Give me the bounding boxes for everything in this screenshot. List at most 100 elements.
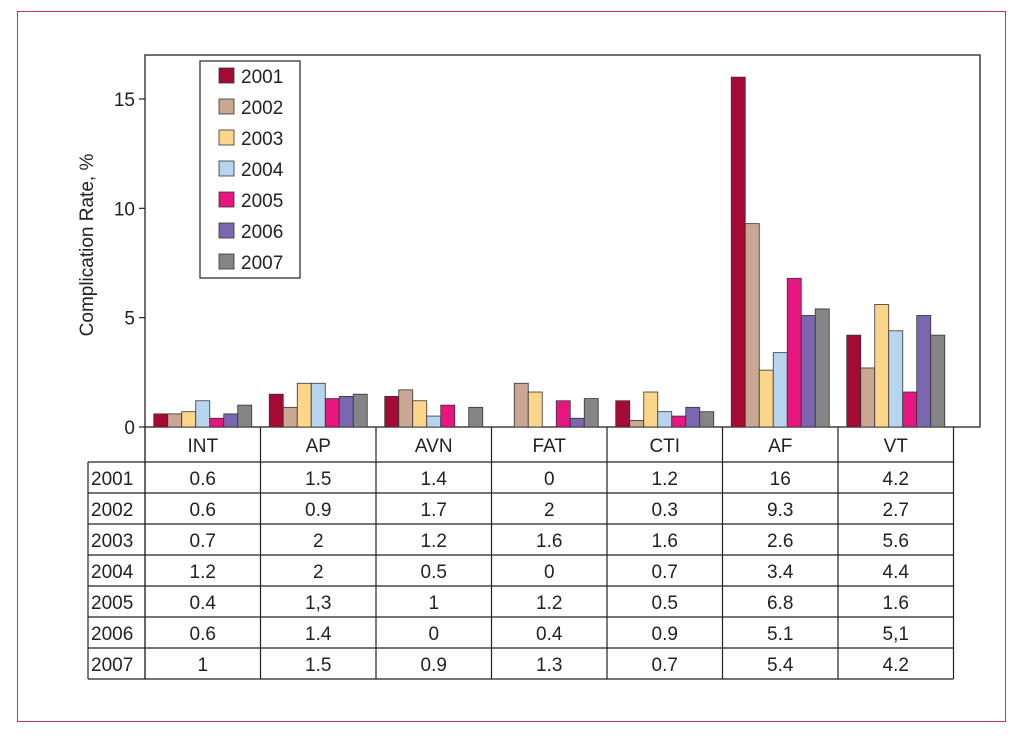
row-label-2002: 2002: [91, 500, 133, 521]
table-cell: 0.9: [421, 655, 447, 676]
bar-2007-FAT: [583, 398, 599, 428]
table-cell: 0: [544, 469, 555, 490]
row-label-2007: 2007: [91, 655, 133, 676]
bar-2007-INT: [237, 404, 253, 428]
bar-2006-CTI: [685, 406, 701, 428]
row-label-2001: 2001: [91, 469, 133, 490]
legend-swatch-2006: [218, 222, 235, 239]
table-cell: 0.4: [190, 593, 217, 614]
legend-label-2002: 2002: [241, 98, 283, 119]
category-label-VT: VT: [884, 436, 909, 457]
bar-2001-AF: [730, 76, 746, 428]
table-cell: 5.1: [767, 624, 793, 645]
table-cell: 6.8: [767, 593, 793, 614]
table-cell: 5.6: [883, 531, 909, 552]
bar-2006-VT: [916, 315, 932, 428]
legend-box: [199, 60, 301, 279]
table-cell: 1.2: [536, 593, 562, 614]
bar-2006-AP: [338, 395, 354, 428]
legend-label-2005: 2005: [241, 191, 283, 212]
bar-2002-CTI: [629, 420, 645, 428]
legend-label-2003: 2003: [241, 129, 283, 150]
y-tick-label: 5: [124, 309, 135, 330]
table-cell: 5,1: [883, 624, 909, 645]
legend-label-2007: 2007: [241, 253, 283, 274]
table-cell: 0.4: [536, 624, 563, 645]
table-cell: 1.5: [305, 655, 331, 676]
bar-2007-AP: [352, 393, 368, 428]
table-cell: 2: [313, 562, 324, 583]
bar-2001-CTI: [615, 400, 631, 428]
bar-2007-AVN: [468, 406, 484, 428]
figure-frame: [17, 11, 1006, 722]
bar-2005-INT: [209, 417, 225, 428]
bar-2005-VT: [902, 391, 918, 428]
bar-2006-AF: [800, 315, 816, 428]
table-cell: 1.4: [305, 624, 332, 645]
table-cell: 0.5: [421, 562, 447, 583]
table-cell: 16: [770, 469, 791, 490]
row-label-2004: 2004: [91, 562, 134, 583]
table-cell: 1.2: [421, 531, 447, 552]
table-cell: 2: [313, 531, 324, 552]
table-cell: 0.3: [652, 500, 678, 521]
table-cell: 0.9: [305, 500, 331, 521]
bar-2006-INT: [223, 413, 239, 428]
legend-swatch-2001: [218, 67, 235, 84]
table-cell: 1.6: [883, 593, 909, 614]
bar-2001-INT: [153, 413, 169, 428]
table-cell: 0: [544, 562, 555, 583]
bar-2007-AF: [814, 308, 830, 428]
y-tick-label: 0: [124, 418, 135, 439]
bar-2003-INT: [181, 411, 197, 428]
bar-2002-AP: [282, 406, 298, 428]
table-cell: 0.9: [652, 624, 678, 645]
bar-2004-CTI: [657, 411, 673, 428]
bar-2004-AF: [772, 352, 788, 428]
table-cell: 0.7: [652, 655, 678, 676]
bar-2005-CTI: [671, 415, 687, 428]
bar-2007-CTI: [699, 411, 715, 428]
bar-2003-AF: [758, 369, 774, 428]
table-cell: 1.5: [305, 469, 331, 490]
table-cell: 1.4: [421, 469, 448, 490]
bar-2005-AF: [786, 277, 802, 428]
bar-2005-AVN: [440, 404, 456, 428]
bar-2005-FAT: [555, 400, 571, 428]
table-cell: 1: [197, 655, 208, 676]
table-cell: 4.4: [883, 562, 910, 583]
y-tick-label: 15: [114, 90, 135, 111]
y-axis-label: Complication Rate, %: [77, 154, 98, 337]
legend-swatch-2004: [218, 160, 235, 177]
table-cell: 1,3: [305, 593, 331, 614]
table-cell: 2.6: [767, 531, 793, 552]
table-cell: 9.3: [767, 500, 793, 521]
bar-2003-VT: [874, 304, 890, 428]
legend-swatch-2003: [218, 129, 235, 146]
table-cell: 3.4: [767, 562, 794, 583]
bar-2002-AVN: [398, 389, 414, 428]
table-cell: 1: [428, 593, 439, 614]
legend-label-2001: 2001: [241, 67, 283, 88]
bar-2002-AF: [744, 223, 760, 428]
table-cell: 1.6: [536, 531, 562, 552]
bar-2006-FAT: [569, 417, 585, 428]
bar-2004-INT: [195, 400, 211, 428]
table-cell: 1.7: [421, 500, 447, 521]
table-cell: 1.3: [536, 655, 562, 676]
row-label-2006: 2006: [91, 624, 133, 645]
table-cell: 2.7: [883, 500, 909, 521]
table-cell: 4.2: [883, 655, 909, 676]
category-label-INT: INT: [187, 436, 218, 457]
table-cell: 0.7: [652, 562, 678, 583]
table-cell: 4.2: [883, 469, 909, 490]
bar-2001-AP: [268, 393, 284, 428]
legend-swatch-2007: [218, 253, 235, 270]
category-label-FAT: FAT: [533, 436, 567, 457]
bar-2003-AP: [296, 382, 312, 428]
bar-2004-AP: [310, 382, 326, 428]
category-label-CTI: CTI: [649, 436, 680, 457]
table-cell: 2: [544, 500, 555, 521]
bar-2004-AVN: [426, 415, 442, 428]
